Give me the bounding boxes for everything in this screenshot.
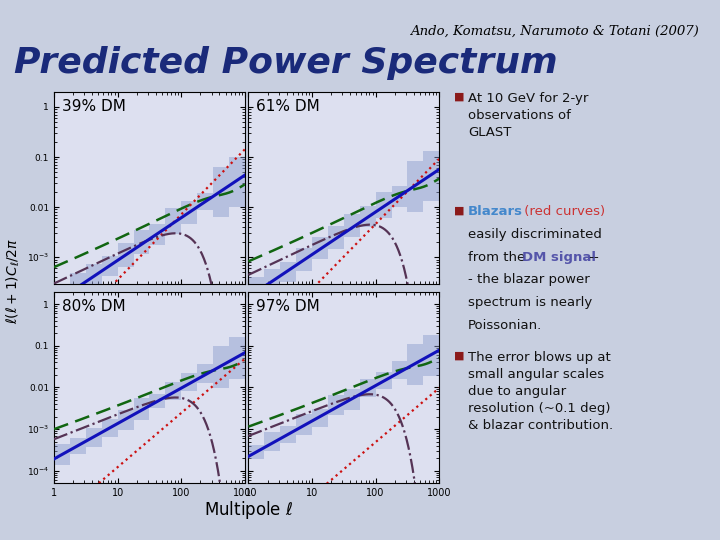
Text: spectrum is nearly: spectrum is nearly — [468, 296, 593, 309]
Text: Blazars: Blazars — [468, 205, 523, 218]
Text: 80% DM: 80% DM — [62, 299, 125, 314]
Text: At 10 GeV for 2-yr
observations of
GLAST: At 10 GeV for 2-yr observations of GLAST — [468, 92, 588, 139]
Text: Poissonian.: Poissonian. — [468, 319, 542, 332]
Text: Predicted Power Spectrum: Predicted Power Spectrum — [14, 46, 558, 80]
Text: Ando, Komatsu, Narumoto & Totani (2007): Ando, Komatsu, Narumoto & Totani (2007) — [410, 24, 698, 37]
Text: Multipole $\ell$: Multipole $\ell$ — [204, 500, 293, 521]
Text: from the: from the — [468, 251, 529, 264]
Text: ■: ■ — [454, 92, 464, 102]
Text: 61% DM: 61% DM — [256, 99, 320, 114]
Text: easily discriminated: easily discriminated — [468, 228, 602, 241]
Text: ■: ■ — [454, 205, 464, 215]
Text: (red curves): (red curves) — [520, 205, 605, 218]
Text: ■: ■ — [454, 351, 464, 361]
Text: --: -- — [585, 251, 598, 264]
Text: The error blows up at
small angular scales
due to angular
resolution (~0.1 deg)
: The error blows up at small angular scal… — [468, 351, 613, 432]
Text: 97% DM: 97% DM — [256, 299, 320, 314]
Text: - the blazar power: - the blazar power — [468, 273, 590, 286]
Text: 39% DM: 39% DM — [62, 99, 125, 114]
Text: $\ell(\ell+1)C_\ell/2\pi$: $\ell(\ell+1)C_\ell/2\pi$ — [4, 238, 22, 324]
Text: DM signal: DM signal — [522, 251, 596, 264]
